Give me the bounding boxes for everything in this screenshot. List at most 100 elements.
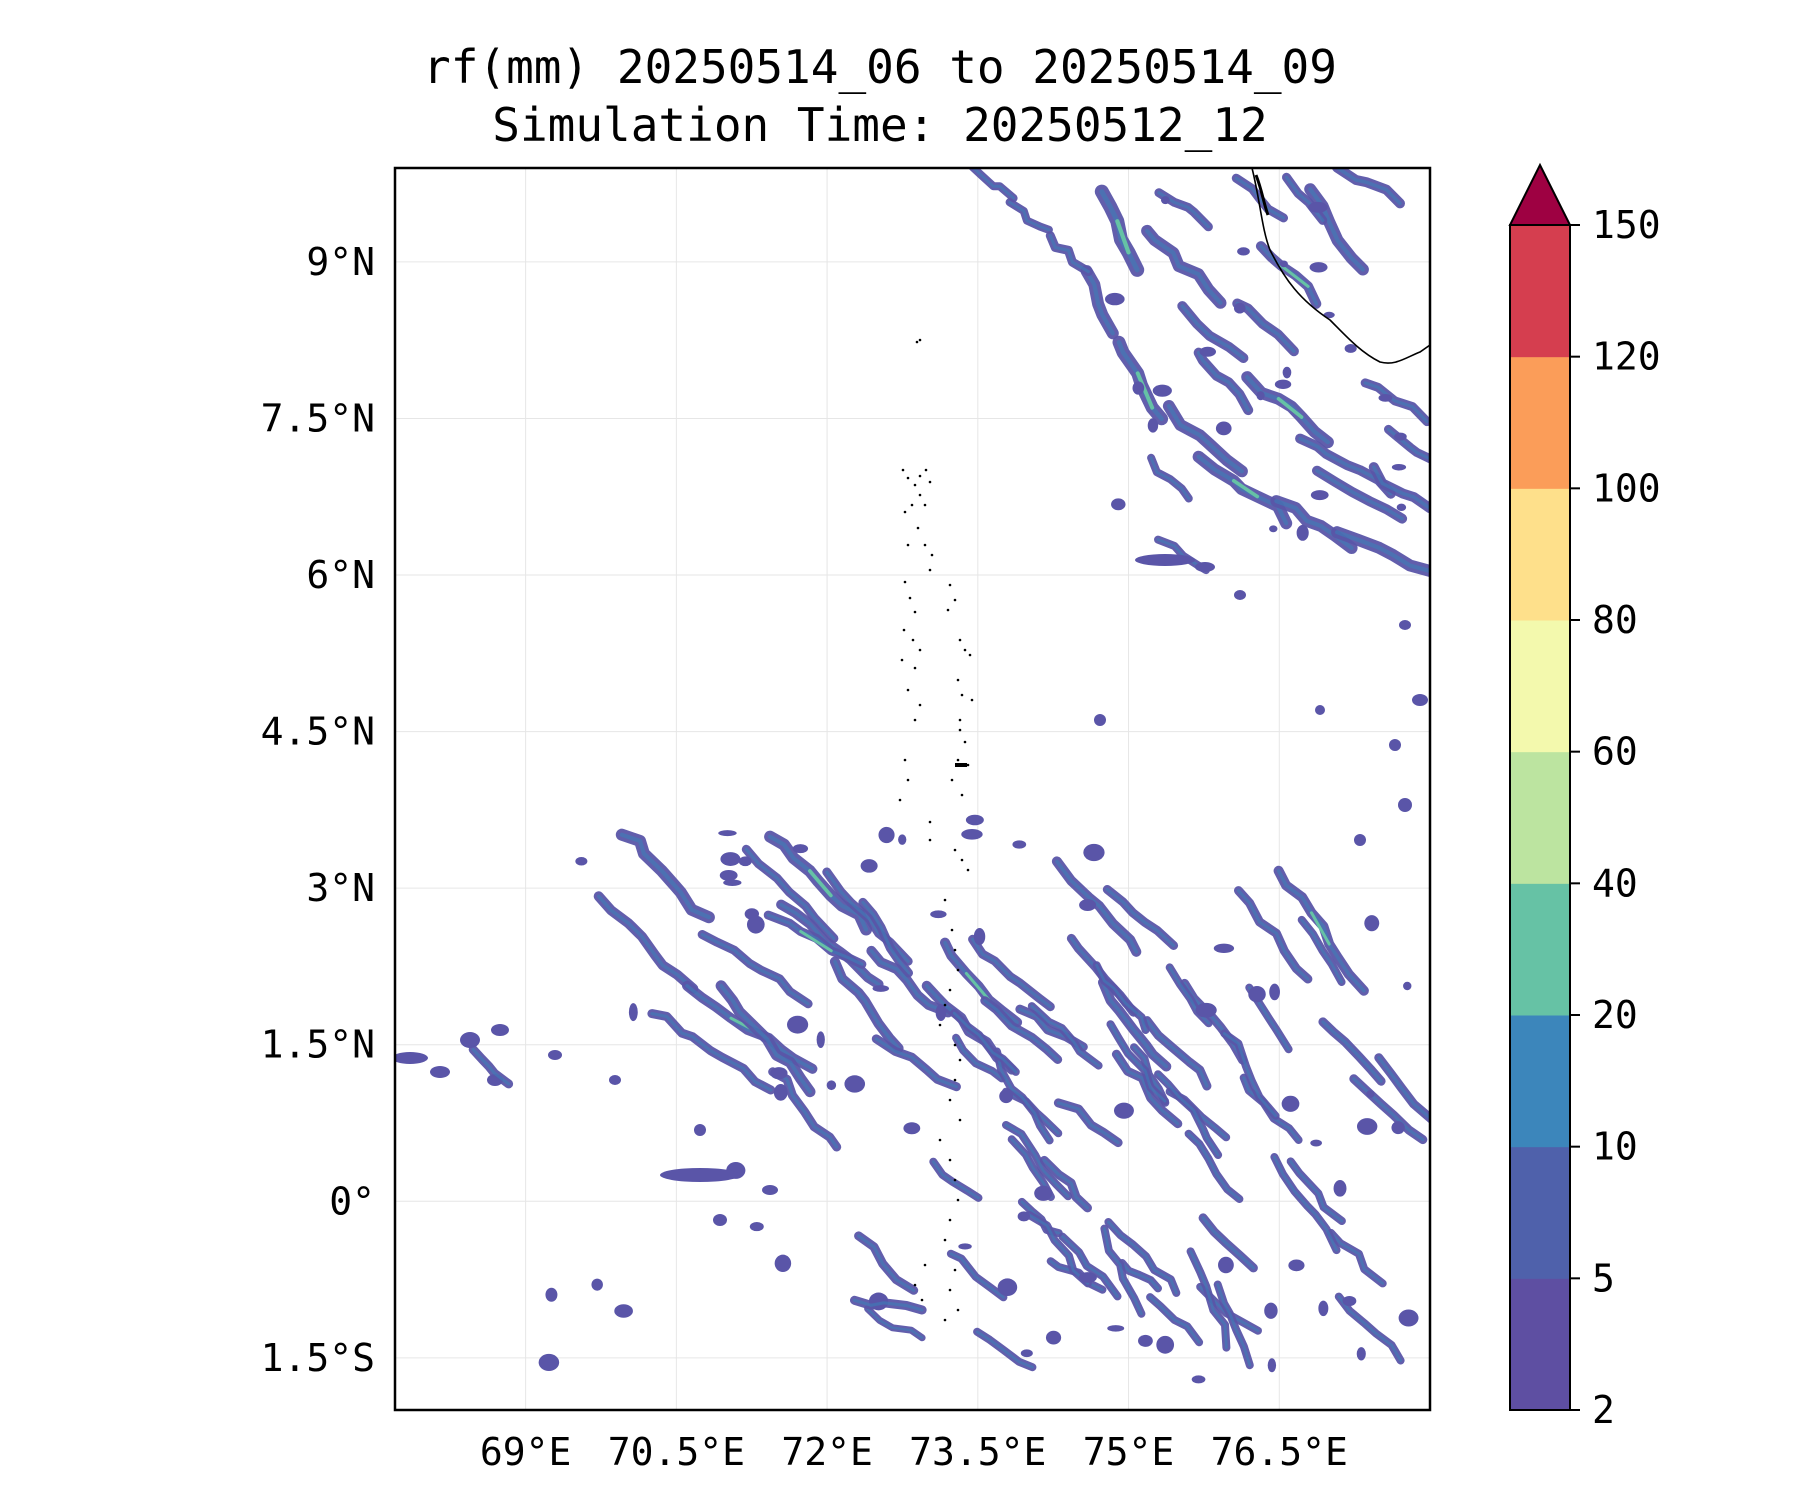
rain-patch	[1138, 1334, 1153, 1347]
rain-patch	[1017, 1211, 1031, 1222]
island-dot	[906, 543, 910, 547]
rain-band	[763, 910, 867, 969]
island-dot	[956, 758, 960, 762]
lat-tick-label: 7.5°N	[261, 396, 375, 440]
island-dot	[953, 1078, 957, 1082]
island-dot	[966, 868, 970, 872]
rain-patch	[1020, 1349, 1033, 1358]
island-dot	[948, 583, 952, 587]
rain-band	[1360, 378, 1430, 427]
rain-band	[1180, 978, 1248, 1065]
rain-band	[1231, 173, 1288, 223]
rain-patch	[965, 814, 984, 826]
island-dot	[918, 648, 922, 652]
rain-band	[1147, 453, 1193, 503]
island-dot	[928, 838, 932, 842]
rain-patch	[1237, 247, 1250, 256]
rain-patch	[1160, 196, 1170, 205]
rain-patch	[774, 1254, 792, 1273]
rain-patch	[1113, 1102, 1134, 1119]
island-dot	[970, 698, 974, 702]
rain-band	[615, 828, 715, 924]
island-dot	[918, 474, 922, 478]
rain-band	[1080, 265, 1119, 340]
rain-patch	[826, 1080, 837, 1091]
rain-band	[1270, 1153, 1341, 1255]
rain-patch	[1315, 705, 1325, 715]
rain-patch	[1132, 381, 1145, 395]
rain-patch	[1344, 344, 1357, 353]
rain-band	[1184, 1129, 1244, 1203]
rain-patch	[718, 830, 737, 837]
island-dot	[918, 493, 922, 497]
colorbar-tick-label: 60	[1592, 730, 1638, 774]
rain-band	[468, 1045, 514, 1089]
island-dot	[938, 1138, 942, 1142]
longitude-axis: 69°E 70.5°E 72°E 73.5°E 75°E 76.5°E	[480, 1430, 1348, 1474]
island-dot	[928, 568, 932, 572]
island-dot	[913, 1283, 917, 1287]
rain-band	[697, 930, 813, 1009]
rain-band	[1334, 1292, 1405, 1365]
island-dot	[913, 718, 917, 722]
rain-band	[1104, 1218, 1181, 1297]
rain-band	[1002, 1121, 1073, 1201]
island-dot	[943, 1318, 947, 1322]
rain-patch	[1094, 714, 1106, 726]
rain-band	[829, 956, 904, 1054]
island-dot	[900, 658, 904, 662]
rain-patch	[792, 844, 809, 854]
colorbar-segment	[1510, 1146, 1570, 1279]
lon-tick-label: 75°E	[1083, 1430, 1175, 1474]
rain-patch	[1269, 983, 1280, 1001]
island-dot	[898, 798, 902, 802]
lat-tick-label: 9°N	[306, 240, 375, 284]
rain-band	[1146, 1293, 1204, 1347]
rain-patch	[430, 1066, 450, 1078]
rain-band	[1318, 1017, 1386, 1086]
rain-band	[946, 1249, 1008, 1302]
island-dot	[901, 468, 905, 472]
rain-patch	[1398, 798, 1412, 812]
rain-band	[1154, 1070, 1223, 1159]
colorbar-tick-label: 2	[1592, 1388, 1615, 1432]
rain-band	[858, 897, 913, 978]
lon-tick-label: 70.5°E	[608, 1430, 745, 1474]
rain-patch	[713, 1214, 727, 1226]
island-dot	[923, 543, 927, 547]
rain-patch	[749, 1221, 764, 1232]
rain-patch	[930, 910, 947, 919]
rain-band	[1186, 1247, 1231, 1352]
rain-band	[1058, 1232, 1122, 1301]
rain-band	[741, 844, 839, 943]
rain-band	[1255, 241, 1322, 309]
colorbar-extend-arrow	[1508, 162, 1572, 226]
rain-patch	[1248, 986, 1266, 1003]
rain-patch	[762, 1185, 778, 1195]
colorbar-segment	[1510, 1015, 1570, 1148]
island-dot	[948, 988, 952, 992]
island-dot	[918, 703, 922, 707]
rain-patch	[935, 1004, 947, 1021]
lon-tick-label: 69°E	[480, 1430, 572, 1474]
rain-patch	[1269, 525, 1278, 533]
island-dot	[906, 476, 910, 480]
island-dot	[953, 948, 957, 952]
rain-patch	[1396, 503, 1407, 512]
rain-patch	[787, 1015, 809, 1034]
rain-patch	[723, 879, 742, 886]
rain-patch	[1105, 292, 1125, 306]
rain-patch	[1378, 394, 1393, 402]
rain-patch	[1282, 366, 1292, 379]
island-dot	[924, 468, 928, 472]
coastline	[898, 168, 1430, 1322]
island-dot	[903, 510, 907, 514]
rain-band	[1142, 1016, 1212, 1091]
rain-patch	[1412, 694, 1428, 706]
rain-band	[1039, 1155, 1092, 1213]
rain-patch	[545, 1287, 558, 1302]
rain-band	[968, 934, 1055, 1012]
rain-band	[1053, 1098, 1123, 1148]
rain-patch	[1281, 1095, 1300, 1112]
rain-patch	[1399, 620, 1411, 630]
